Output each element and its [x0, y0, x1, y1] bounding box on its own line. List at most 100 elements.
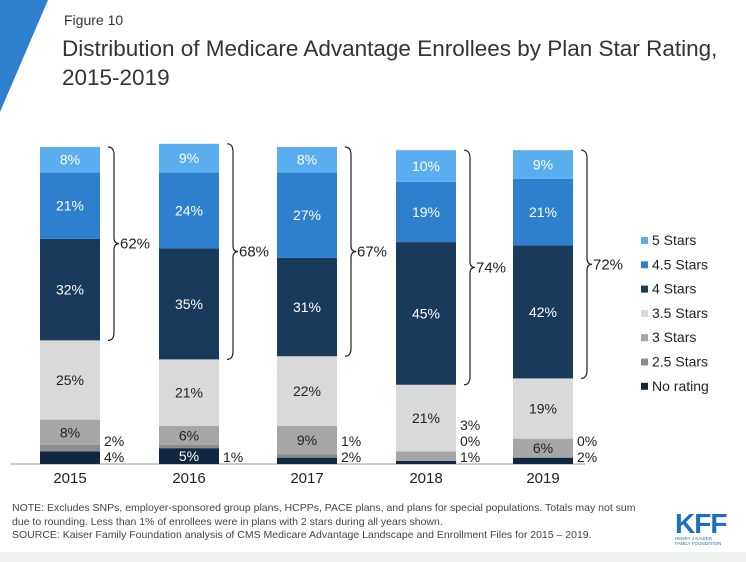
data-label-5-stars: 10%: [412, 158, 440, 174]
bar-segment-2018-4-stars: [396, 242, 456, 385]
bar-segment-2016-3-stars: [159, 425, 219, 445]
bar-segment-2015-4-5-stars: [40, 172, 100, 239]
bar-segment-2019-3-stars: [513, 438, 573, 458]
data-label-2-5-stars: 1%: [341, 433, 361, 449]
data-label-4-5-stars: 21%: [56, 198, 84, 214]
legend-swatch: [641, 261, 648, 269]
legend-swatch: [641, 358, 648, 366]
x-tick-label: 2017: [290, 470, 323, 487]
legend-swatch: [641, 382, 648, 390]
data-label-5-stars: 9%: [179, 150, 199, 166]
note-text: NOTE: Excludes SNPs, employer-sponsored …: [12, 502, 636, 528]
legend-label: 4 Stars: [652, 281, 696, 297]
bar-segment-2017-4-stars: [277, 257, 337, 357]
data-label-3-stars: 3%: [460, 417, 480, 433]
bar-segment-2015-4-stars: [40, 238, 100, 341]
bracket: [107, 146, 120, 341]
stacked-bar-chart: 8%25%32%21%8%4%2%201562%5%6%21%35%24%9%1…: [10, 143, 709, 487]
data-label-2-5-stars: 1%: [223, 449, 243, 465]
bar-segment-2015-no-rating: [40, 451, 100, 464]
x-tick-label: 2018: [409, 470, 442, 487]
data-label-no-rating: 1%: [460, 449, 480, 465]
bar-segment-2019-4-5-stars: [513, 178, 573, 246]
bar-segment-2016-no-rating: [159, 448, 219, 464]
bar-segment-2018-3-stars: [396, 451, 456, 461]
bracket-total-label: 72%: [593, 256, 623, 273]
bar-segment-2019-5-stars: [513, 150, 573, 179]
data-label-2-5-stars: 0%: [460, 433, 480, 449]
bar-segment-2019-3-5-stars: [513, 378, 573, 439]
bracket-total-label: 62%: [120, 236, 150, 253]
notes: NOTE: Excludes SNPs, employer-sponsored …: [12, 502, 652, 543]
data-label-4-5-stars: 24%: [175, 202, 203, 218]
corner-triangle: [0, 0, 48, 112]
data-label-4-5-stars: 21%: [529, 204, 557, 220]
data-label-3-5-stars: 19%: [529, 401, 557, 417]
legend-swatch: [641, 334, 648, 342]
legend-label: 3.5 Stars: [652, 305, 708, 321]
bracket-total-label: 67%: [357, 244, 387, 261]
bar-segment-2017-3-5-stars: [277, 356, 337, 426]
source-text: SOURCE: Kaiser Family Foundation analysi…: [12, 529, 592, 541]
chart-title: Distribution of Medicare Advantage Enrol…: [62, 36, 718, 90]
bar-segment-2015-3-5-stars: [40, 340, 100, 420]
bar-segment-2015-5-stars: [40, 147, 100, 173]
data-label-5-stars: 8%: [60, 152, 80, 168]
data-label-no-rating: 5%: [179, 448, 199, 464]
data-label-4-5-stars: 27%: [293, 207, 321, 223]
footer-bar: [0, 552, 746, 562]
data-label-3-5-stars: 25%: [56, 372, 84, 388]
data-label-no-rating: 4%: [104, 449, 124, 465]
bar-segment-2018-no-rating: [396, 460, 456, 464]
data-label-3-5-stars: 21%: [412, 410, 440, 426]
data-label-2-5-stars: 2%: [104, 433, 124, 449]
bar-segment-2017-2-5-stars: [277, 454, 337, 458]
bracket-total-label: 74%: [476, 259, 506, 276]
kff-logo: KFF HENRY J KAISER FAMILY FOUNDATION: [675, 508, 727, 547]
figure-label: Figure 10: [64, 12, 124, 28]
legend-label: 5 Stars: [652, 232, 696, 248]
legend-label: No rating: [652, 378, 709, 394]
bar-segment-2017-no-rating: [277, 457, 337, 464]
data-label-2-5-stars: 0%: [577, 433, 597, 449]
bracket: [344, 146, 357, 357]
bar-segment-2016-5-stars: [159, 143, 219, 173]
bracket: [580, 149, 593, 380]
bracket: [463, 149, 476, 386]
bar-segment-2016-4-5-stars: [159, 172, 219, 249]
data-label-4-stars: 35%: [175, 296, 203, 312]
x-tick-label: 2019: [526, 470, 559, 487]
data-label-3-stars: 9%: [297, 432, 317, 448]
data-label-4-stars: 32%: [56, 282, 84, 298]
legend-swatch: [641, 237, 648, 244]
data-label-5-stars: 8%: [297, 152, 317, 168]
data-label-3-5-stars: 22%: [293, 383, 321, 399]
data-label-3-5-stars: 21%: [175, 385, 203, 401]
legend-swatch: [641, 309, 648, 317]
bar-segment-2017-4-5-stars: [277, 172, 337, 258]
bar-segment-2017-3-stars: [277, 425, 337, 455]
data-label-4-5-stars: 19%: [412, 204, 440, 220]
bar-segment-2018-5-stars: [396, 150, 456, 182]
legend-label: 4.5 Stars: [652, 256, 708, 272]
x-tick-label: 2015: [53, 470, 86, 487]
bar-segment-2018-3-5-stars: [396, 384, 456, 452]
bar-segment-2015-2-5-stars: [40, 444, 100, 452]
x-tick-label: 2016: [172, 470, 205, 487]
bar-segment-2018-4-5-stars: [396, 181, 456, 243]
bar-segment-2017-5-stars: [277, 147, 337, 173]
data-label-3-stars: 8%: [60, 424, 80, 440]
bracket-total-label: 68%: [239, 244, 269, 261]
legend-label: 2.5 Stars: [652, 354, 708, 370]
data-label-no-rating: 2%: [341, 449, 361, 465]
bar-segment-2019-no-rating: [513, 457, 573, 464]
data-label-3-stars: 6%: [179, 427, 199, 443]
data-label-4-stars: 31%: [293, 299, 321, 315]
bar-segment-2016-2-5-stars: [159, 444, 219, 449]
data-label-3-stars: 6%: [533, 440, 553, 456]
bracket: [226, 143, 239, 360]
bar-segment-2016-4-stars: [159, 248, 219, 360]
data-label-5-stars: 9%: [533, 156, 553, 172]
bar-segment-2019-4-stars: [513, 245, 573, 379]
